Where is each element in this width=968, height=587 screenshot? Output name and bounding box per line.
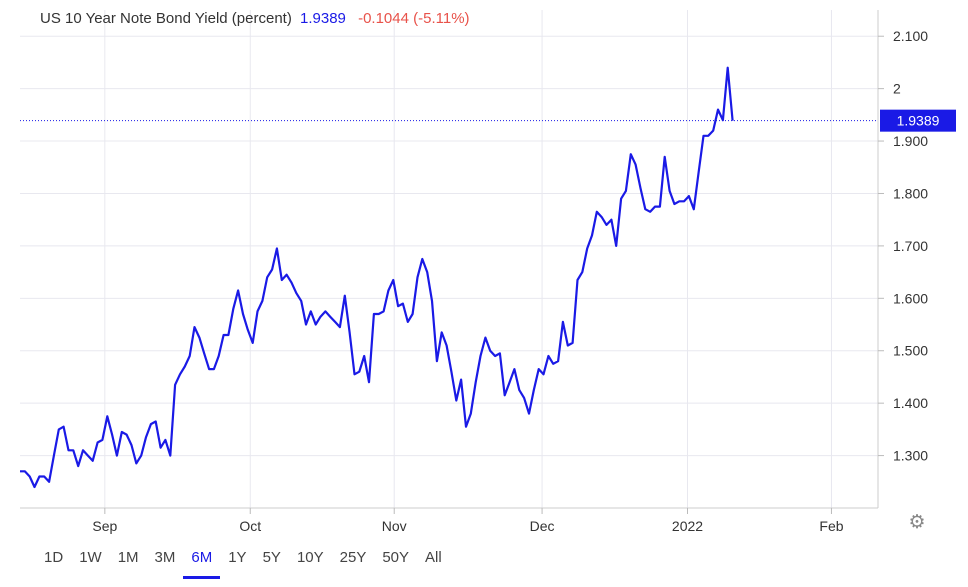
range-button-1d[interactable]: 1D	[44, 549, 64, 566]
y-tick-label: 1.700	[893, 238, 928, 254]
chart-area[interactable]: 1.300 1.400 1.500 1.600 1.700 1.800 1.900 2 2.10…	[0, 0, 968, 545]
y-tick-label: 1.900	[893, 133, 928, 149]
range-button-1y[interactable]: 1Y	[228, 549, 247, 566]
range-button-3m[interactable]: 3M	[154, 549, 176, 566]
range-button-1w[interactable]: 1W	[79, 549, 102, 566]
series-value: 1.9389	[300, 10, 346, 27]
x-tick-label: Feb	[819, 518, 843, 534]
x-tick-label: Oct	[239, 518, 261, 534]
series-name: US 10 Year Note Bond Yield (percent)	[40, 10, 292, 27]
x-tick-label: Dec	[530, 518, 555, 534]
range-button-6m[interactable]: 6M	[183, 545, 221, 579]
gear-icon[interactable]: ⚙	[908, 512, 926, 533]
range-button-10y[interactable]: 10Y	[296, 549, 324, 566]
yield-chart[interactable]: 1.300 1.400 1.500 1.600 1.700 1.800 1.900 2 2.10…	[0, 0, 968, 545]
y-tick-label: 1.300	[893, 448, 928, 464]
y-tick-label: 2.100	[893, 28, 928, 44]
y-axis-ticks: 1.300 1.400 1.500 1.600 1.700 1.800 1.900 2 2.10…	[878, 28, 928, 464]
x-tick-label: 2022	[672, 518, 703, 534]
range-button-25y[interactable]: 25Y	[339, 549, 367, 566]
x-tick-label: Sep	[92, 518, 117, 534]
y-tick-label: 1.800	[893, 185, 928, 201]
range-button-50y[interactable]: 50Y	[382, 549, 410, 566]
y-tick-label: 1.600	[893, 290, 928, 306]
series-line-0	[20, 66, 734, 489]
y-tick-label: 2	[893, 81, 901, 97]
axes	[20, 10, 879, 509]
series-change: -0.1044 (-5.11%)	[358, 10, 470, 27]
current-price-marker: 1.9389	[20, 109, 956, 132]
current-price-label: 1.9389	[897, 113, 940, 129]
grid	[20, 10, 878, 508]
x-axis-ticks: Sep Oct Nov Dec 2022 Feb	[92, 508, 844, 534]
range-selector: 1D 1W 1M 3M 6M 1Y 5Y 10Y 25Y 50Y All	[36, 545, 450, 581]
current-price-box	[880, 109, 956, 132]
chart-legend: US 10 Year Note Bond Yield (percent) 1.9…	[40, 10, 470, 27]
range-button-1m[interactable]: 1M	[117, 549, 139, 566]
range-button-5y[interactable]: 5Y	[262, 549, 281, 566]
series-layer	[20, 66, 734, 489]
x-tick-label: Nov	[382, 518, 407, 534]
y-tick-label: 1.400	[893, 395, 928, 411]
range-button-all[interactable]: All	[425, 549, 442, 566]
y-tick-label: 1.500	[893, 343, 928, 359]
